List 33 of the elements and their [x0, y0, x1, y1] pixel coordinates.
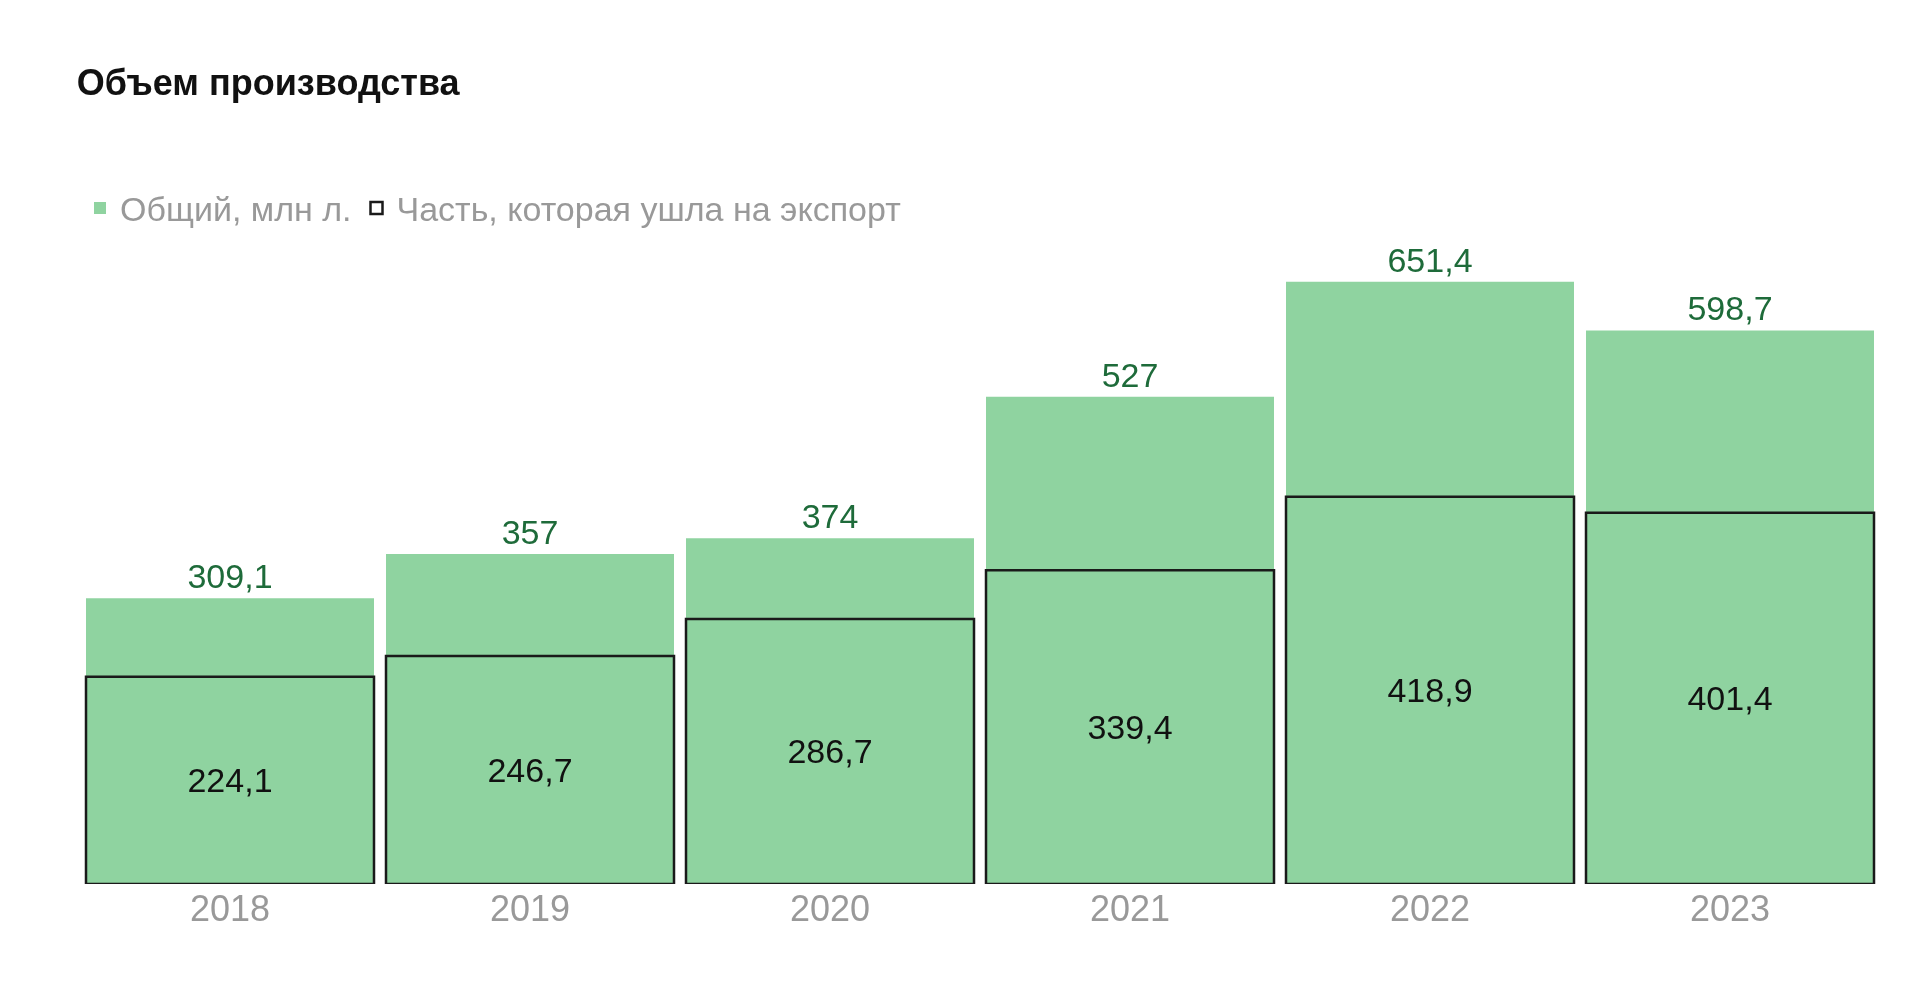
data-label: 286,7 — [787, 732, 873, 771]
data-label: 527 — [1101, 355, 1159, 394]
legend-label: Часть, которая ушла на экспорт — [396, 190, 901, 229]
x-tick-label: 2019 — [489, 888, 571, 929]
bar — [84, 675, 376, 884]
bar — [86, 598, 374, 884]
bar — [1286, 281, 1574, 884]
bar — [1284, 495, 1576, 884]
bar — [386, 553, 674, 884]
bar — [1584, 511, 1876, 884]
bar — [1586, 330, 1874, 884]
x-tick-label: 2020 — [789, 888, 871, 929]
bar — [686, 538, 974, 884]
x-tick-label: 2021 — [1089, 888, 1171, 929]
data-label: 339,4 — [1087, 708, 1173, 747]
data-label: 651,4 — [1387, 240, 1473, 279]
data-label: 598,7 — [1687, 289, 1773, 328]
data-label: 309,1 — [187, 557, 273, 596]
data-label: 401,4 — [1687, 679, 1773, 718]
bar — [684, 617, 976, 884]
data-label: 374 — [801, 497, 859, 536]
x-tick-label: 2018 — [189, 888, 271, 929]
bar — [984, 568, 1276, 884]
x-tick-label: 2022 — [1389, 888, 1471, 929]
chart-title: Объем производства — [76, 61, 461, 103]
bar — [384, 654, 676, 884]
data-label: 246,7 — [487, 750, 573, 789]
legend-label: Общий, млн л. — [120, 190, 352, 229]
bar — [986, 396, 1274, 884]
data-label: 357 — [501, 512, 559, 551]
x-tick-label: 2023 — [1689, 888, 1771, 929]
data-label: 418,9 — [1387, 671, 1473, 710]
data-label: 224,1 — [187, 761, 273, 800]
